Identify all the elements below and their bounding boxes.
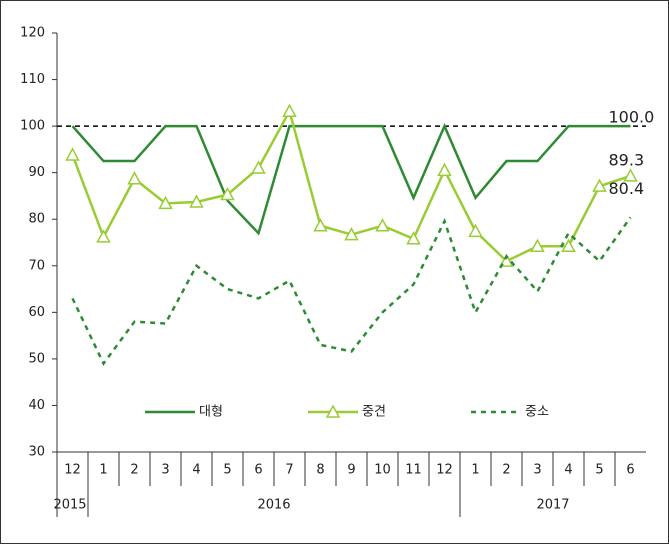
marker xyxy=(96,229,111,243)
x-tick-label: 4 xyxy=(192,463,200,478)
x-tick-label: 1 xyxy=(471,463,479,478)
y-tick-label: 90 xyxy=(28,165,45,180)
value-label: 100.0 xyxy=(609,108,655,127)
marker xyxy=(437,162,452,177)
y-tick-label: 100 xyxy=(20,119,45,134)
x-tick-label: 6 xyxy=(254,463,262,478)
marker xyxy=(127,171,142,185)
legend-label: 중소 xyxy=(525,405,549,420)
x-tick-label: 4 xyxy=(564,463,572,478)
x-tick-label: 2 xyxy=(130,463,138,478)
marker xyxy=(530,238,545,252)
y-tick-label: 50 xyxy=(28,351,45,366)
marker xyxy=(220,186,235,201)
x-group-label: 2017 xyxy=(536,498,569,513)
x-tick-label: 12 xyxy=(64,463,81,478)
x-tick-label: 10 xyxy=(374,463,391,478)
x-tick-label: 1 xyxy=(99,463,107,478)
x-tick-label: 9 xyxy=(347,463,355,478)
x-group-label: 2016 xyxy=(257,498,290,513)
marker xyxy=(65,147,80,161)
marker xyxy=(468,223,483,238)
y-tick-label: 70 xyxy=(28,258,45,273)
x-tick-label: 8 xyxy=(316,463,324,478)
legend-label: 중견 xyxy=(362,405,386,420)
marker xyxy=(282,103,297,117)
marker xyxy=(499,253,514,267)
marker xyxy=(344,227,359,241)
legend-marker xyxy=(325,404,341,418)
legend-label: 대형 xyxy=(199,405,223,420)
x-tick-label: 2 xyxy=(502,463,510,478)
x-tick-label: 5 xyxy=(595,463,603,478)
x-tick-label: 3 xyxy=(161,463,169,478)
x-group-label: 2015 xyxy=(53,498,86,513)
y-tick-label: 60 xyxy=(28,305,45,320)
marker xyxy=(189,194,204,208)
marker xyxy=(251,160,266,174)
marker xyxy=(592,178,607,192)
value-label: 80.4 xyxy=(609,179,645,198)
marker xyxy=(158,195,173,210)
marker xyxy=(375,218,390,232)
x-tick-label: 11 xyxy=(405,463,422,478)
x-tick-label: 5 xyxy=(223,463,231,478)
x-tick-label: 6 xyxy=(626,463,634,478)
series-line xyxy=(71,122,631,236)
series-line xyxy=(71,216,632,366)
y-tick-label: 110 xyxy=(20,72,45,87)
x-tick-label: 12 xyxy=(436,463,453,478)
y-tick-label: 120 xyxy=(20,26,45,41)
value-label: 89.3 xyxy=(609,150,645,169)
marker xyxy=(406,231,421,245)
y-tick-label: 40 xyxy=(28,398,45,413)
x-tick-label: 7 xyxy=(285,463,293,478)
y-tick-label: 30 xyxy=(28,445,45,460)
marker xyxy=(313,218,328,232)
marker xyxy=(561,238,576,252)
x-tick-label: 3 xyxy=(533,463,541,478)
y-tick-label: 80 xyxy=(28,212,45,227)
marker xyxy=(623,168,638,182)
